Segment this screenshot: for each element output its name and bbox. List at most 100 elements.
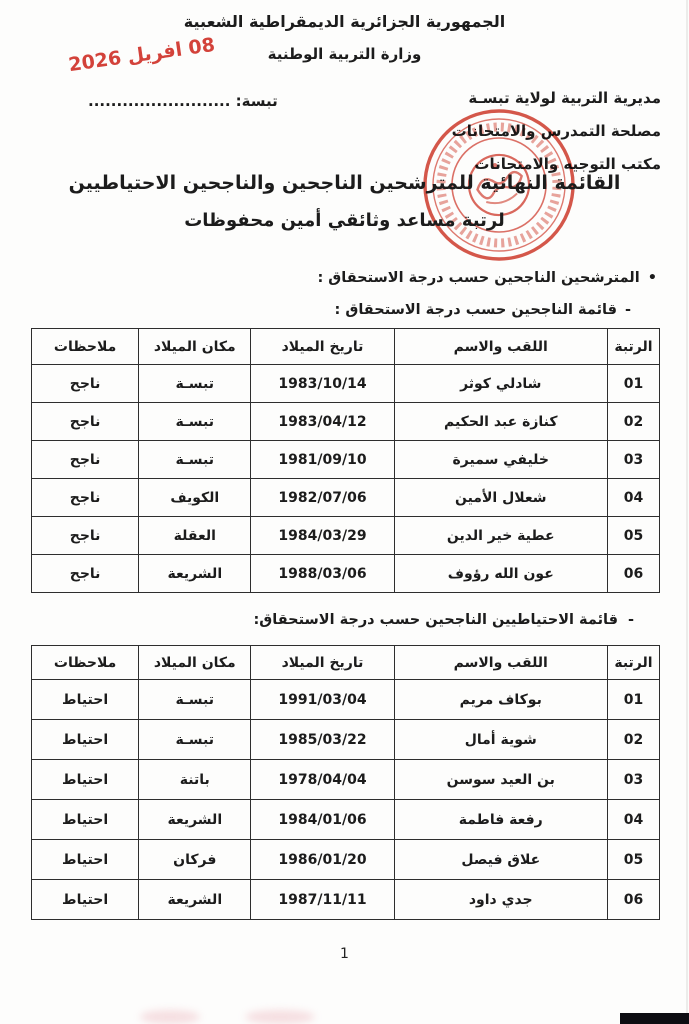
table-row: 03 بن العيد سوسن 1978/04/04 باتنة احتياط xyxy=(30,759,661,800)
table-cell: ناجح xyxy=(30,516,140,555)
table-cell: 04 xyxy=(606,478,661,517)
table-cell: 02 xyxy=(606,402,661,441)
place-date-blank: تبسة: ......................... xyxy=(88,92,278,110)
column-name: اللقب والاسم xyxy=(393,328,608,365)
table-cell: 1983/10/14 xyxy=(250,364,395,403)
scan-corner-strip xyxy=(620,1013,689,1024)
table-cell: احتياط xyxy=(30,679,140,720)
table-cell: 01 xyxy=(606,364,661,403)
table-cell: احتياط xyxy=(30,719,140,760)
column-rank: الرتبة xyxy=(606,328,661,365)
table-cell: الشريعة xyxy=(138,799,252,840)
table-cell: 03 xyxy=(606,440,661,479)
table-cell: 05 xyxy=(606,839,661,880)
reserve-candidates-table: الرتبة اللقب والاسم تاريخ الميلاد مكان ا… xyxy=(30,645,661,920)
table-cell: شعلال الأمين xyxy=(393,478,608,517)
table-cell: فركان xyxy=(138,839,252,880)
table-row: 01 بوكاف مريم 1991/03/04 تبسـة احتياط xyxy=(30,679,661,720)
table-row: 02 شوية أمال 1985/03/22 تبسـة احتياط xyxy=(30,719,661,760)
bullet-icon: • xyxy=(647,270,657,286)
table-cell: 1987/11/11 xyxy=(250,879,395,920)
table-row: 05 علاق فيصل 1986/01/20 فركان احتياط xyxy=(30,839,661,880)
table-cell: 1985/03/22 xyxy=(250,719,395,760)
table-cell: 02 xyxy=(606,719,661,760)
column-name: اللقب والاسم xyxy=(393,645,608,680)
table-cell: 06 xyxy=(606,879,661,920)
title-line-2: لرتبة مساعد وثائقي أمين محفوظات xyxy=(184,210,505,231)
heading-label: قائمة الاحتياطيين الناجحين حسب درجة الاس… xyxy=(253,612,618,628)
table-cell: باتنة xyxy=(138,759,252,800)
table-cell: 01 xyxy=(606,679,661,720)
table-cell: احتياط xyxy=(30,759,140,800)
table-cell: الكويف xyxy=(138,478,252,517)
document-header: الجمهورية الجزائرية الديمقراطية الشعبية … xyxy=(0,12,689,63)
column-birth-date: تاريخ الميلاد xyxy=(250,328,395,365)
bullet-label: قائمة الناجحين حسب درجة الاستحقاق : xyxy=(334,302,617,318)
column-remarks: ملاحظات xyxy=(30,645,140,680)
service-line: مصلحة التمدرس والامتحانات xyxy=(451,122,661,140)
table-row: 03 خليفي سميرة 1981/09/10 تبسـة ناجح xyxy=(30,440,661,479)
table-cell: ناجح xyxy=(30,478,140,517)
table-cell: ناجح xyxy=(30,440,140,479)
dash-icon: - xyxy=(627,612,634,628)
scan-smudge xyxy=(245,1010,315,1024)
table-cell: 04 xyxy=(606,799,661,840)
republic-title: الجمهورية الجزائرية الديمقراطية الشعبية xyxy=(183,12,506,31)
table-cell: علاق فيصل xyxy=(393,839,608,880)
table-cell: بوكاف مريم xyxy=(393,679,608,720)
table-cell: احتياط xyxy=(30,879,140,920)
dash-icon: - xyxy=(624,302,631,318)
column-birth-place: مكان الميلاد xyxy=(138,328,252,365)
table-cell: تبسـة xyxy=(138,719,252,760)
column-birth-place: مكان الميلاد xyxy=(138,645,252,680)
table-cell: 06 xyxy=(606,554,661,593)
table-cell: احتياط xyxy=(30,839,140,880)
column-birth-date: تاريخ الميلاد xyxy=(250,645,395,680)
table-row: 04 شعلال الأمين 1982/07/06 الكويف ناجح xyxy=(30,478,661,517)
table-cell: ناجح xyxy=(30,364,140,403)
table-cell: تبسـة xyxy=(138,364,252,403)
successful-candidates-table: الرتبة اللقب والاسم تاريخ الميلاد مكان ا… xyxy=(30,328,661,593)
table-header-row: الرتبة اللقب والاسم تاريخ الميلاد مكان ا… xyxy=(30,328,661,365)
table-cell: 1982/07/06 xyxy=(250,478,395,517)
table-cell: تبسـة xyxy=(138,402,252,441)
table-row: 01 شادلي كوثر 1983/10/14 تبسـة ناجح xyxy=(30,364,661,403)
table-cell: كنازة عبد الحكيم xyxy=(393,402,608,441)
issuing-office-block: مديرية التربية لولاية تبسـة مصلحة التمدر… xyxy=(452,82,661,181)
table-cell: 1984/01/06 xyxy=(250,799,395,840)
table-cell: العقلة xyxy=(138,516,252,555)
table-cell: 1991/03/04 xyxy=(250,679,395,720)
table-cell: 1983/04/12 xyxy=(250,402,395,441)
directorate-line: مديرية التربية لولاية تبسـة xyxy=(468,89,661,107)
column-remarks: ملاحظات xyxy=(30,328,140,365)
page-number: 1 xyxy=(340,946,349,962)
list-intro-bullets: • المترشحين الناجحين حسب درجة الاستحقاق :… xyxy=(317,262,657,326)
table-cell: شوية أمال xyxy=(393,719,608,760)
table-cell: الشريعة xyxy=(138,554,252,593)
table-cell: 03 xyxy=(606,759,661,800)
table-cell: عطية خير الدين xyxy=(393,516,608,555)
scan-edge-artifact xyxy=(686,0,688,1024)
table-cell: جدي داود xyxy=(393,879,608,920)
table-cell: 1984/03/29 xyxy=(250,516,395,555)
table-row: 02 كنازة عبد الحكيم 1983/04/12 تبسـة ناجح xyxy=(30,402,661,441)
table-row: 06 عون الله رؤوف 1988/03/06 الشريعة ناجح xyxy=(30,554,661,593)
table-cell: احتياط xyxy=(30,799,140,840)
bullet-successful-list: -قائمة الناجحين حسب درجة الاستحقاق : xyxy=(317,294,631,326)
table-cell: 1986/01/20 xyxy=(250,839,395,880)
table-cell: عون الله رؤوف xyxy=(393,554,608,593)
ministry-title: وزارة التربية الوطنية xyxy=(267,45,422,63)
document-title: القائمة النهائية للمترشحين الناجحين والن… xyxy=(0,172,689,231)
reserve-section-heading: -قائمة الاحتياطيين الناجحين حسب درجة الا… xyxy=(254,612,635,628)
table-cell: تبسـة xyxy=(138,679,252,720)
table-cell: 1981/09/10 xyxy=(250,440,395,479)
bullet-label: المترشحين الناجحين حسب درجة الاستحقاق : xyxy=(317,270,640,286)
title-line-1: القائمة النهائية للمترشحين الناجحين والن… xyxy=(68,172,621,194)
table-row: 06 جدي داود 1987/11/11 الشريعة احتياط xyxy=(30,879,661,920)
column-rank: الرتبة xyxy=(606,645,661,680)
table-cell: بن العيد سوسن xyxy=(393,759,608,800)
table-cell: 1978/04/04 xyxy=(250,759,395,800)
table-row: 04 رفعة فاطمة 1984/01/06 الشريعة احتياط xyxy=(30,799,661,840)
table-cell: 05 xyxy=(606,516,661,555)
